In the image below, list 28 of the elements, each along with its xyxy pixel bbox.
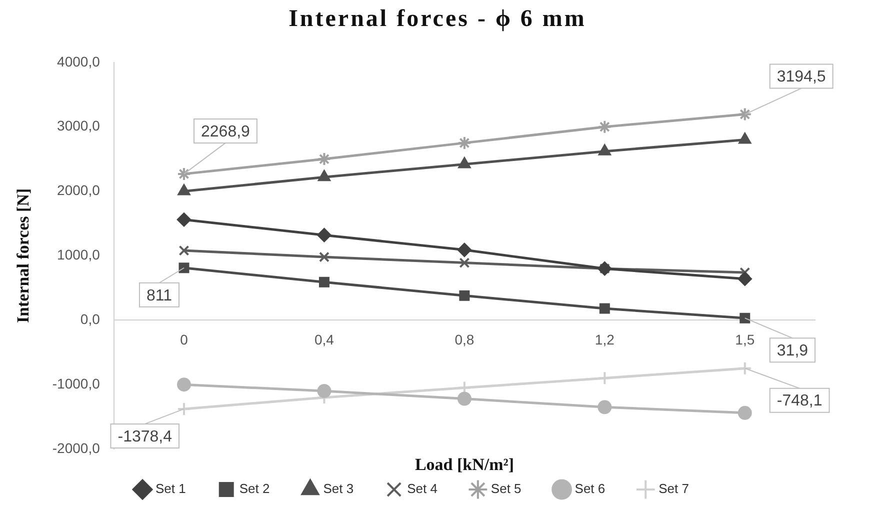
chart-title: Internal forces - ϕ 6 mm: [288, 6, 588, 33]
annotation: 811: [146, 287, 172, 304]
x-tick-label: 1,5: [735, 331, 755, 348]
annotation: -748,1: [776, 392, 822, 410]
x-tick-label: 0: [180, 331, 188, 348]
annotation: 3194,5: [776, 68, 826, 86]
legend-label: Set 7: [658, 481, 689, 496]
y-tick-label: 2000,0: [57, 182, 100, 198]
legend-label: Set 3: [323, 481, 354, 496]
y-tick-label: 1000,0: [57, 246, 100, 263]
y-tick-label: 0,0: [80, 310, 100, 327]
x-tick-label: 0,4: [314, 331, 334, 348]
legend-label: Set 5: [490, 481, 522, 496]
y-tick-label: 3000,0: [57, 118, 100, 134]
legend-label: Set 1: [156, 481, 186, 496]
legend-label: Set 4: [407, 481, 438, 496]
x-tick-label: 0,8: [454, 331, 474, 348]
y-axis-title: Internal forces [N]: [14, 188, 33, 324]
legend-label: Set 2: [239, 481, 270, 496]
x-tick-label: 1,2: [594, 331, 615, 348]
legend-label: Set 6: [574, 481, 606, 496]
y-tick-label: -1000,0: [52, 375, 100, 392]
annotation: 2268,9: [200, 123, 250, 140]
annotation: -1378,4: [118, 428, 172, 446]
annotation: 31,9: [776, 342, 808, 360]
y-tick-label: 4000,0: [57, 53, 100, 70]
x-axis-title: Load [kN/m²]: [414, 455, 514, 475]
y-tick-label: -2000,0: [52, 440, 100, 456]
